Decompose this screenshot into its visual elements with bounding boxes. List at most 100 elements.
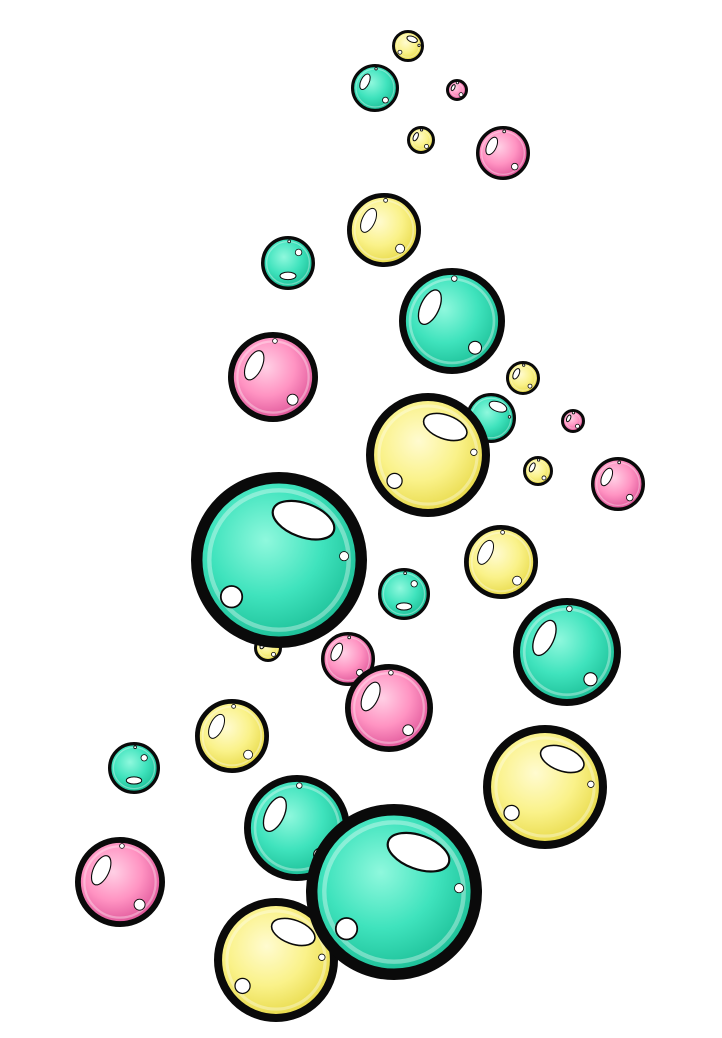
bubble-rim-dot — [318, 953, 326, 961]
bubble-highlight — [279, 271, 297, 281]
bubble-sparkle — [140, 754, 148, 762]
bubble-sparkle — [503, 804, 520, 822]
bubble-teal — [350, 63, 399, 112]
bubble-highlight — [477, 539, 495, 565]
bubble-highlight — [528, 462, 536, 473]
bubble-highlight — [360, 207, 378, 233]
bubble-highlight — [412, 132, 419, 142]
bubble-body — [506, 361, 540, 395]
bubble-inner-ring — [322, 820, 466, 964]
bubble-rim-dot — [403, 571, 407, 575]
bubble-teal — [108, 742, 161, 795]
bubble-rim-dot — [502, 129, 506, 134]
bubble-yellow — [482, 725, 608, 850]
bubble-sparkle — [583, 672, 598, 687]
bubble-body — [344, 663, 433, 752]
bubble-rim-dot — [455, 81, 459, 85]
bubble-rim-dot — [417, 43, 421, 47]
bubble-body — [463, 525, 539, 600]
bubble-highlight — [488, 400, 508, 413]
bubble-pink — [228, 331, 319, 422]
bubble-highlight — [125, 776, 143, 785]
bubble-rim-dot — [119, 843, 125, 849]
bubble-pink — [476, 125, 531, 180]
bubble-highlight — [450, 84, 456, 92]
bubble-highlight — [386, 831, 451, 873]
bubble-highlight — [395, 602, 413, 611]
bubble-highlight — [208, 713, 226, 739]
bubble-highlight — [406, 35, 418, 44]
bubble-rim-dot — [296, 782, 303, 789]
bubble-highlight — [360, 681, 381, 712]
bubble-highlight — [485, 136, 499, 156]
bubble-sparkle — [386, 472, 403, 490]
bubble-rim-dot — [133, 745, 137, 749]
bubble-highlight — [243, 350, 265, 381]
bubble-sparkle — [511, 162, 519, 171]
bubble-rim-dot — [454, 883, 465, 894]
bubble-rim-dot — [451, 275, 458, 282]
bubble-highlight — [330, 642, 344, 662]
bubble-inner-ring — [207, 488, 351, 632]
bubble-pink — [75, 836, 166, 927]
bubble-teal — [378, 568, 431, 621]
bubble-sparkle — [397, 49, 403, 55]
bubble-yellow — [392, 30, 424, 62]
bubble-sparkle — [541, 475, 547, 481]
bubble-sparkle — [234, 977, 251, 995]
bubble-pink — [321, 632, 376, 687]
bubble-rim-dot — [536, 458, 541, 462]
bubble-sparkle — [294, 248, 303, 257]
bubble-sparkle — [382, 96, 389, 104]
bubble-rim-dot — [374, 67, 378, 71]
bubble-inner-ring — [225, 909, 327, 1011]
bubble-teal — [466, 393, 516, 443]
bubble-highlight — [271, 499, 336, 541]
bubble-yellow — [506, 361, 540, 395]
bubble-sparkle — [219, 585, 244, 609]
bubble-rim-dot — [617, 460, 621, 465]
bubble-rim-dot — [339, 551, 350, 562]
bubble-highlight — [417, 289, 442, 325]
bubble-pink — [561, 409, 585, 433]
bubble-highlight — [90, 855, 112, 886]
bubble-rim-dot — [419, 128, 424, 132]
bubble-sparkle — [512, 575, 523, 586]
bubble-sparkle — [402, 724, 414, 737]
bubble-yellow — [523, 456, 553, 486]
bubble-yellow — [407, 126, 435, 154]
bubble-sparkle — [133, 898, 146, 911]
bubble-rim-dot — [507, 415, 512, 419]
bubble-body — [228, 331, 319, 422]
bubble-teal — [261, 236, 316, 291]
bubble-body — [378, 568, 431, 621]
bubble-rim-dot — [347, 635, 351, 640]
bubble-sparkle — [334, 917, 359, 941]
bubble-body — [476, 125, 531, 180]
bubble-sparkle — [626, 493, 634, 502]
bubble-highlight — [270, 917, 316, 947]
bubble-rim-dot — [522, 363, 526, 367]
bubble-sparkle — [271, 651, 276, 657]
bubble-body — [350, 63, 399, 112]
bubble-rim-dot — [388, 670, 394, 676]
bubble-yellow — [365, 392, 491, 518]
bubble-highlight — [512, 368, 521, 380]
bubble-inner-ring — [377, 404, 479, 506]
bubble-body — [591, 457, 646, 512]
bubble-sparkle — [243, 749, 254, 760]
bubble-rim-dot — [587, 780, 595, 788]
bubble-body — [399, 268, 506, 375]
bubble-sparkle — [527, 383, 533, 389]
bubble-sparkle — [286, 393, 299, 406]
bubble-body — [513, 598, 622, 707]
bubble-yellow — [463, 525, 539, 600]
bubble-rim-dot — [500, 530, 505, 535]
bubble-teal — [513, 598, 622, 707]
bubble-rim-dot — [272, 338, 278, 344]
bubble-yellow — [213, 898, 339, 1023]
bubble-highlight — [600, 467, 614, 487]
bubble-teal — [306, 803, 482, 980]
